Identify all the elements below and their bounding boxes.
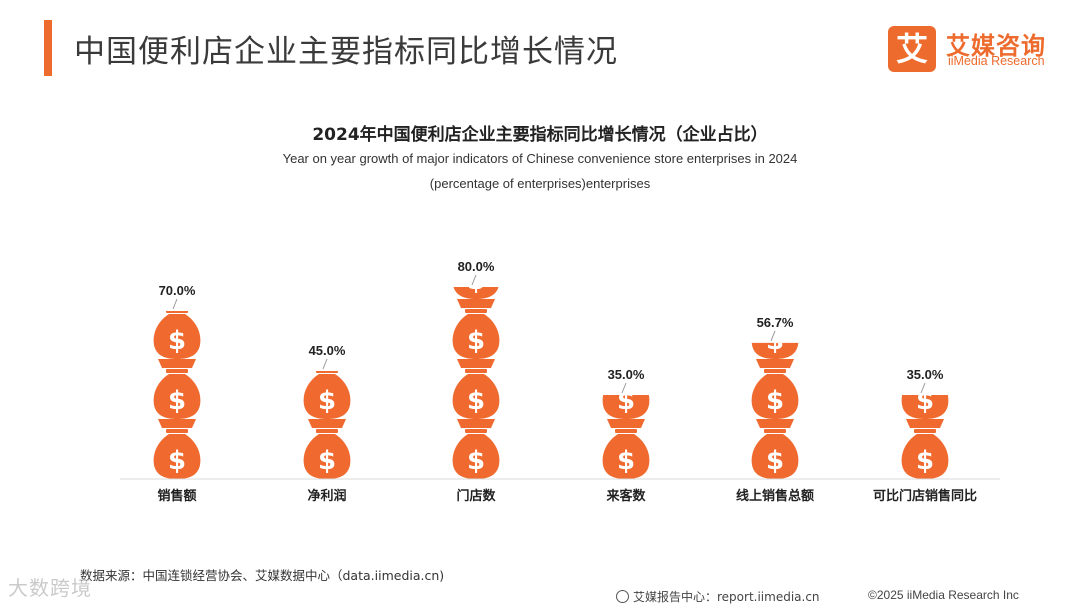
label-leader-line [920, 382, 926, 394]
category-label: 门店数 [456, 488, 496, 504]
money-bag-icon [303, 371, 351, 419]
value-label: 80.0% [458, 259, 495, 274]
money-bag-icon [751, 419, 799, 479]
copyright: ©2025 iiMedia Research Inc [868, 588, 1019, 602]
money-bag-icon [303, 419, 351, 479]
page-title: 中国便利店企业主要指标同比增长情况 [74, 34, 618, 70]
value-label: 45.0% [309, 343, 346, 358]
report-center[interactable]: 艾媒报告中心：report.iimedia.cn [616, 588, 820, 605]
chart-subtitle-en: Year on year growth of major indicators … [282, 151, 798, 166]
value-label: 56.7% [757, 315, 794, 330]
value-label: 35.0% [907, 367, 944, 382]
money-bag-icon [153, 359, 201, 419]
bar-销售额 [153, 311, 201, 479]
globe-icon [616, 590, 629, 603]
money-bag-icon [153, 311, 201, 359]
money-bag-icon [452, 359, 500, 419]
value-label: 70.0% [159, 283, 196, 298]
category-label: 销售额 [157, 488, 196, 504]
category-label: 净利润 [307, 488, 346, 504]
watermark: 大数跨境 [8, 576, 92, 600]
label-leader-line [172, 298, 178, 310]
category-label: 可比门店销售同比 [873, 488, 977, 504]
money-bag-icon [153, 419, 201, 479]
chart-title: 2024年中国便利店企业主要指标同比增长情况（企业占比） [312, 125, 768, 145]
brand-logo: 艾 艾媒咨询 iiMedia Research [888, 26, 1070, 72]
bar-净利润 [303, 371, 351, 479]
logo-cn-text: 艾媒咨询 [946, 32, 1046, 60]
category-label: 线上销售总额 [736, 488, 814, 504]
report-center-text: 艾媒报告中心：report.iimedia.cn [633, 590, 820, 604]
money-bag-icon [901, 419, 949, 479]
money-bag-icon [452, 299, 500, 359]
pictorial-bar-chart: $ 70.0%销售额45.0%净利润80.0%门店数35.0%来客数56.7%线… [120, 259, 1000, 504]
value-label: 35.0% [608, 367, 645, 382]
label-leader-line [770, 330, 776, 342]
title-accent-bar [44, 20, 52, 76]
money-bag-icon [452, 419, 500, 479]
money-bag-icon [751, 359, 799, 419]
category-label: 来客数 [605, 488, 646, 504]
logo-mark: 艾 [888, 26, 936, 72]
label-leader-line [471, 274, 477, 286]
data-source: 数据来源：中国连锁经营协会、艾媒数据中心（data.iimedia.cn) [80, 568, 445, 583]
label-leader-line [322, 358, 328, 370]
label-leader-line [621, 382, 627, 394]
money-bag-icon [602, 419, 650, 479]
chart-subtitle-en-2: (percentage of enterprises)enterprises [429, 176, 651, 191]
logo-en-text: iiMedia Research [948, 54, 1045, 68]
